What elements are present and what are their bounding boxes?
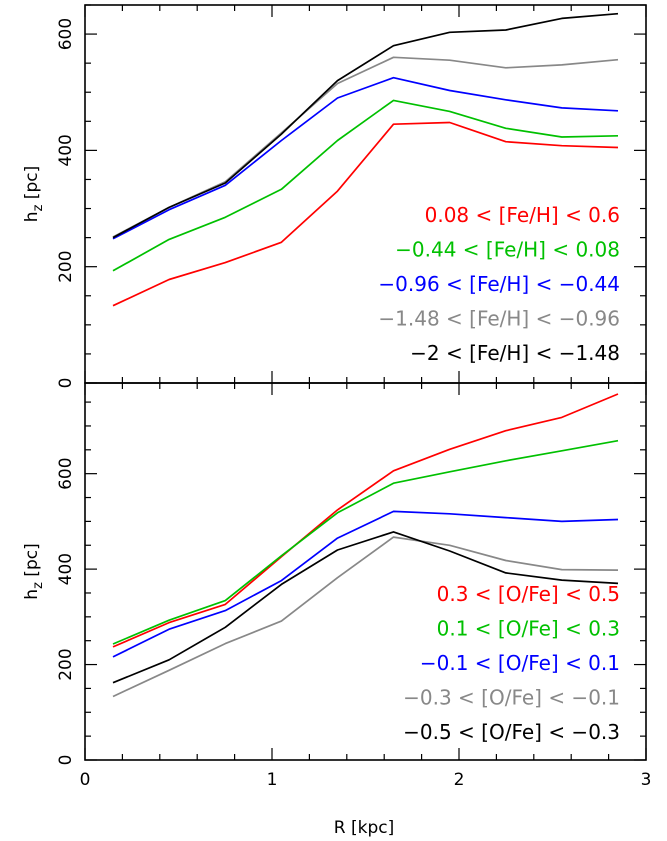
legend-entry: −0.5 < [O/Fe] < −0.3 — [403, 720, 620, 744]
bottom-y-tick-label: 600 — [56, 457, 76, 489]
x-tick-label: 1 — [267, 770, 278, 790]
top-y-tick-label: 200 — [56, 250, 76, 282]
bottom-y-axis-title: hz [pc] — [22, 543, 46, 599]
legend-entry: 0.3 < [O/Fe] < 0.5 — [437, 582, 620, 606]
x-axis-title: R [kpc] — [334, 818, 394, 838]
top-series-line-2 — [112, 99, 619, 272]
legend-entry: −0.44 < [Fe/H] < 0.08 — [395, 238, 620, 262]
bottom-x-ticks — [84, 383, 647, 760]
top-y-tick-label: 0 — [56, 378, 76, 389]
bottom-y-tick-label: 0 — [56, 755, 76, 766]
bottom-series-line-2 — [112, 439, 619, 645]
bottom-series-line-4 — [112, 536, 619, 698]
legend-entry: −0.1 < [O/Fe] < 0.1 — [420, 651, 620, 675]
bottom-series-line-3 — [112, 510, 619, 658]
top-series-line-1 — [112, 121, 619, 307]
x-tick-label: 2 — [454, 770, 465, 790]
top-series-line-3 — [112, 76, 619, 240]
top-x-ticks — [84, 5, 647, 383]
x-tick-label: 0 — [80, 770, 91, 790]
top-legend: 0.08 < [Fe/H] < 0.6 −0.44 < [Fe/H] < 0.08… — [378, 203, 620, 365]
legend-entry: −0.3 < [O/Fe] < −0.1 — [403, 686, 620, 710]
panel-top: 0 200 400 600 hz [pc] 0.08 < [Fe/H] < 0.6 −0.4… — [22, 4, 647, 389]
bottom-y-tick-label: 200 — [56, 648, 76, 680]
x-tick-label: 3 — [641, 770, 652, 790]
bottom-plot-frame — [84, 382, 647, 761]
legend-entry: −1.48 < [Fe/H] < −0.96 — [378, 307, 620, 331]
top-series-line-5 — [112, 12, 619, 239]
legend-entry: −0.96 < [Fe/H] < −0.44 — [378, 272, 620, 296]
bottom-series-line-5 — [112, 531, 619, 684]
bottom-series-line-1 — [112, 393, 619, 648]
top-y-tick-label: 600 — [56, 18, 76, 50]
bottom-legend: 0.3 < [O/Fe] < 0.5 0.1 < [O/Fe] < 0.3 −0.1… — [403, 582, 620, 744]
top-y-tick-label: 400 — [56, 134, 76, 166]
top-y-axis-title: hz [pc] — [22, 166, 46, 222]
legend-entry: 0.08 < [Fe/H] < 0.6 — [425, 203, 620, 227]
legend-entry: 0.1 < [O/Fe] < 0.3 — [437, 617, 620, 641]
bottom-y-tick-label: 400 — [56, 553, 76, 585]
bottom-y-ticks — [85, 401, 646, 761]
legend-entry: −2 < [Fe/H] < −1.48 — [410, 341, 620, 365]
